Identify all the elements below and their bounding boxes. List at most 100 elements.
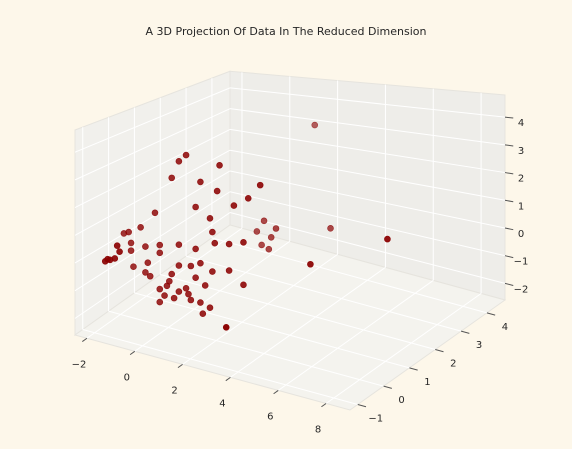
data-point <box>161 292 168 299</box>
tick-mark <box>82 337 88 342</box>
grid-line <box>325 293 482 404</box>
tick-label: 4 <box>518 118 524 129</box>
data-point <box>197 178 204 186</box>
data-point <box>175 262 183 269</box>
tick-label: 6 <box>267 411 273 422</box>
tick-label: 4 <box>219 398 225 409</box>
data-point <box>265 245 273 253</box>
tick-label: 1 <box>518 201 524 212</box>
tick-label: 4 <box>502 322 508 333</box>
tick-mark <box>504 172 514 175</box>
tick-mark <box>409 367 418 371</box>
tick-mark <box>273 390 279 395</box>
data-point <box>156 241 164 249</box>
data-point <box>192 245 199 253</box>
tick-mark <box>435 349 444 353</box>
tick-label: −2 <box>72 359 87 370</box>
tick-mark <box>504 116 514 119</box>
grid-line <box>230 266 386 378</box>
data-point <box>125 228 132 236</box>
tick-mark <box>504 144 514 147</box>
data-point <box>175 288 183 295</box>
grid-line <box>277 280 434 391</box>
grid-line <box>74 108 231 181</box>
grid-line <box>229 108 506 146</box>
data-point <box>156 249 164 257</box>
data-point <box>213 187 221 195</box>
grid-line <box>229 149 506 201</box>
tick-mark <box>129 350 136 356</box>
grid-line <box>74 149 231 236</box>
data-point <box>311 121 319 129</box>
data-point <box>168 270 176 278</box>
grid-line <box>82 329 358 405</box>
data-point <box>327 224 334 232</box>
data-point <box>192 203 199 211</box>
data-point <box>185 290 192 298</box>
data-point <box>206 304 214 312</box>
data-point <box>211 239 219 247</box>
tick-label: 2 <box>171 385 177 396</box>
tick-label: 0 <box>124 372 130 383</box>
data-point <box>156 285 164 293</box>
tick-mark <box>177 363 183 369</box>
data-point <box>253 228 261 235</box>
tick-label: 2 <box>450 359 456 370</box>
grid-line <box>74 170 231 264</box>
data-point <box>151 209 159 217</box>
tick-mark <box>504 227 514 231</box>
grid-line <box>211 237 488 314</box>
data-point <box>240 281 247 289</box>
data-point <box>187 262 195 270</box>
data-point <box>197 299 204 306</box>
data-point <box>146 272 154 280</box>
chart-title: A 3D Projection Of Data In The Reduced D… <box>146 25 427 38</box>
data-point <box>244 195 252 202</box>
data-point <box>142 269 149 276</box>
grid-line <box>108 310 384 387</box>
data-point <box>170 294 178 302</box>
data-point <box>144 259 152 266</box>
data-point <box>166 277 173 285</box>
data-point <box>137 224 144 231</box>
data-point <box>201 282 209 289</box>
tick-mark <box>460 330 470 334</box>
data-point <box>209 228 216 236</box>
tick-label: 2 <box>518 174 524 185</box>
pane-floor <box>73 224 507 411</box>
data-point <box>272 225 280 232</box>
data-point <box>199 310 207 317</box>
tick-mark <box>225 376 231 382</box>
tick-label: 3 <box>476 340 482 351</box>
tick-label: −1 <box>514 257 529 268</box>
data-point <box>113 242 121 249</box>
tick-mark <box>383 385 392 389</box>
grid-line <box>74 128 231 209</box>
grid-line <box>134 240 291 352</box>
data-point <box>260 217 268 225</box>
grid-line <box>229 170 506 229</box>
tick-mark <box>321 403 327 408</box>
grid-line <box>229 128 506 174</box>
data-point <box>256 181 264 189</box>
tick-label: 3 <box>518 146 524 157</box>
tick-mark <box>357 404 367 408</box>
grid-line <box>86 227 243 339</box>
data-point <box>225 240 233 248</box>
data-point <box>307 260 314 268</box>
data-point <box>127 247 135 254</box>
data-point <box>116 248 123 255</box>
data-point <box>156 298 164 306</box>
data-point <box>111 255 119 262</box>
tick-label: 0 <box>518 229 524 240</box>
data-point <box>267 234 275 241</box>
data-point <box>225 267 233 274</box>
tick-label: −2 <box>514 284 529 295</box>
tick-label: 1 <box>424 377 430 388</box>
grid-line <box>74 87 231 153</box>
tick-label: −1 <box>368 414 383 425</box>
data-point <box>209 268 216 275</box>
data-point <box>168 174 176 182</box>
grid-line <box>182 253 338 365</box>
